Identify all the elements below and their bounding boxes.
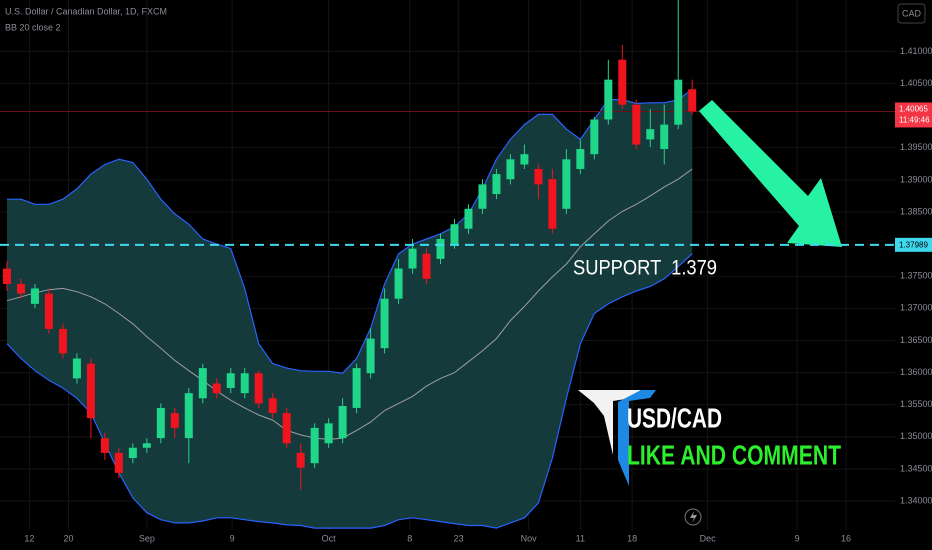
candle-body [156,407,165,439]
support-box [895,237,932,252]
candle-body [128,447,137,459]
candle-body [674,79,683,125]
candle-body [268,398,277,414]
logo-white [578,390,641,455]
candle-body [478,184,487,209]
candle-body [534,168,543,185]
last-price-label: 1.40065 [899,105,928,114]
x-tick-label: 16 [841,533,851,543]
countdown-label: 11:49:46 [899,116,930,125]
candle-body [366,338,375,374]
candle-body [296,452,305,468]
y-tick-label: 1.39000 [900,174,932,184]
candle-body [394,268,403,299]
lightning-icon[interactable] [684,508,702,526]
candle-body [380,298,389,349]
candle-body [338,406,347,439]
candle-body [114,452,123,473]
candle-body [590,119,599,155]
candle-body [240,373,249,394]
candle-body [198,368,207,399]
logo-blue [618,390,656,486]
x-tick-label: Sep [139,533,155,543]
candle-body [226,373,235,389]
indicator-label: BB 20 close 2 [5,22,61,32]
candle-body [282,413,291,444]
candle-body [2,268,11,284]
y-tick-label: 1.38500 [900,206,932,216]
candle-body [520,154,529,165]
currency-button[interactable] [897,3,926,24]
x-tick-label: 18 [627,533,637,543]
y-tick-label: 1.35000 [900,431,932,441]
candle-body [44,293,53,329]
x-tick-label: 12 [24,533,34,543]
candle-body [618,59,627,105]
candle-body [436,238,445,259]
candle-body [310,427,319,464]
support-label: 1.37989 [899,240,928,249]
candle-body [646,129,655,140]
candle-body [464,208,473,229]
candle-body [58,328,67,354]
x-tick-label: 11 [576,533,585,543]
candle-body [184,393,193,439]
arrow [699,100,842,247]
candle-body [100,438,109,453]
band-upper [7,88,693,374]
x-tick-label: 8 [407,533,412,543]
y-tick-label: 1.36500 [900,335,932,345]
x-tick-label: 20 [64,533,74,543]
candle-body [30,288,39,304]
x-tick-label: Dec [700,533,717,543]
x-tick-label: 9 [230,533,235,543]
x-tick-label: 9 [795,533,800,543]
candle-body [688,89,697,112]
candle-body [16,283,25,294]
y-tick-label: 1.34500 [900,463,932,473]
logo-title: USD/CAD [627,402,722,433]
candle-body [492,174,501,195]
candle-body [576,149,585,169]
y-tick-label: 1.41000 [900,46,932,56]
y-tick-label: 1.40500 [900,78,932,88]
x-tick-label: 23 [454,533,464,543]
candle-body [506,159,515,180]
logo-subtitle: LIKE AND COMMENT [627,439,841,470]
y-tick-label: 1.36000 [900,367,932,377]
candle-body [142,443,151,448]
y-tick-label: 1.34000 [900,495,932,505]
chart-title: U.S. Dollar / Canadian Dollar, 1D, FXCM [5,6,167,16]
x-tick-label: Oct [322,533,337,543]
candle-body [408,248,417,269]
y-tick-label: 1.37000 [900,303,932,313]
y-tick-label: 1.35500 [900,399,932,409]
candle-body [170,413,179,428]
candle-body [660,124,669,150]
candle-body [604,79,613,120]
candle-body [632,104,641,145]
last-price-box [895,102,932,128]
band-lower [6,253,693,529]
currency-label[interactable]: CAD [902,8,922,18]
candle-body [86,363,95,419]
candle-body [212,383,221,394]
support-annotation: SUPPORT 1.379 [573,257,717,280]
y-tick-label: 1.37500 [900,271,932,281]
y-tick-label: 1.39500 [900,142,932,152]
candle-body [422,253,431,279]
candle-body [72,358,81,379]
candle-body [352,368,361,408]
candle-body [548,179,557,229]
candle-body [450,224,459,245]
x-tick-label: Nov [521,533,538,543]
candle-body [324,423,333,444]
candle-body [562,159,571,209]
lightning-bolt [690,511,697,523]
band-basis [6,168,693,440]
candle-body [254,373,263,404]
